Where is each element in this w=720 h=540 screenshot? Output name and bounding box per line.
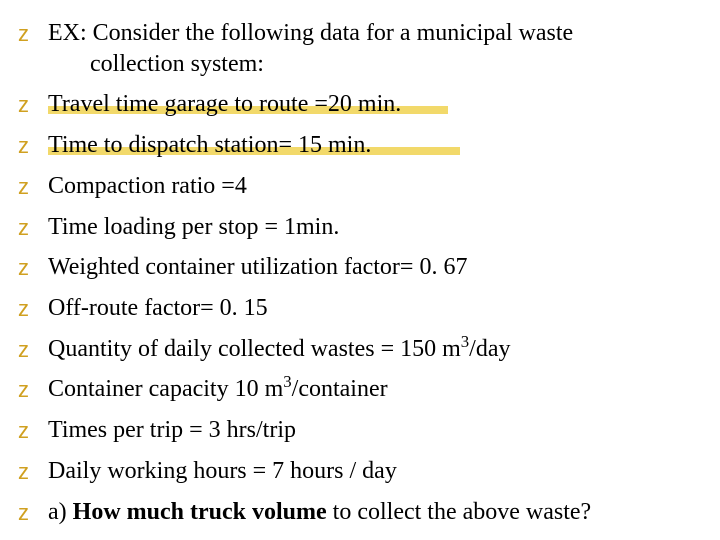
list-item: zQuantity of daily collected wastes = 15…: [18, 334, 692, 365]
bullet-glyph: z: [18, 171, 48, 201]
item-text-inner: Time loading per stop = 1min.: [48, 212, 339, 243]
item-text: Travel time garage to route =20 min.: [48, 89, 401, 120]
item-text: Weighted container utilization factor= 0…: [48, 252, 467, 283]
bullet-glyph: z: [18, 89, 48, 119]
bullet-glyph: z: [18, 415, 48, 445]
bullet-glyph: z: [18, 293, 48, 323]
bullet-glyph: z: [18, 130, 48, 160]
list-item: za) How much truck volume to collect the…: [18, 497, 692, 528]
item-text-inner: Container capacity 10 m3/container: [48, 374, 388, 405]
list-item: zContainer capacity 10 m3/container: [18, 374, 692, 405]
item-text-inner: Weighted container utilization factor= 0…: [48, 252, 467, 283]
bullet-glyph: z: [18, 497, 48, 527]
item-text-inner: EX: Consider the following data for a mu…: [48, 18, 573, 79]
list-item: zTime to dispatch station= 15 min.: [18, 130, 692, 161]
item-text-inner: Off-route factor= 0. 15: [48, 293, 268, 324]
item-text: EX: Consider the following data for a mu…: [48, 18, 573, 79]
item-text-inner: Quantity of daily collected wastes = 150…: [48, 334, 511, 365]
item-text-inner: Daily working hours = 7 hours / day: [48, 456, 397, 487]
item-text-inner: a) How much truck volume to collect the …: [48, 497, 591, 528]
bullet-glyph: z: [18, 252, 48, 282]
list-item: zEX: Consider the following data for a m…: [18, 18, 692, 79]
list-item: zCompaction ratio =4: [18, 171, 692, 202]
bullet-glyph: z: [18, 334, 48, 364]
bullet-list: zEX: Consider the following data for a m…: [18, 18, 692, 537]
bullet-glyph: z: [18, 18, 48, 48]
list-item: zTravel time garage to route =20 min.: [18, 89, 692, 120]
item-text: Daily working hours = 7 hours / day: [48, 456, 397, 487]
item-text-inner: Compaction ratio =4: [48, 171, 247, 202]
bullet-glyph: z: [18, 212, 48, 242]
list-item: zTime loading per stop = 1min.: [18, 212, 692, 243]
bullet-glyph: z: [18, 374, 48, 404]
item-text: Compaction ratio =4: [48, 171, 247, 202]
item-text-inner: Time to dispatch station= 15 min.: [48, 130, 371, 161]
bullet-glyph: z: [18, 456, 48, 486]
item-text: Time to dispatch station= 15 min.: [48, 130, 371, 161]
list-item: zTimes per trip = 3 hrs/trip: [18, 415, 692, 446]
item-text: Quantity of daily collected wastes = 150…: [48, 334, 511, 365]
item-text-inner: Travel time garage to route =20 min.: [48, 89, 401, 120]
list-item: zDaily working hours = 7 hours / day: [18, 456, 692, 487]
item-text-inner: Times per trip = 3 hrs/trip: [48, 415, 296, 446]
item-text: Times per trip = 3 hrs/trip: [48, 415, 296, 446]
list-item: zOff-route factor= 0. 15: [18, 293, 692, 324]
item-text: a) How much truck volume to collect the …: [48, 497, 591, 528]
item-text: Container capacity 10 m3/container: [48, 374, 388, 405]
item-text: Time loading per stop = 1min.: [48, 212, 339, 243]
item-text: Off-route factor= 0. 15: [48, 293, 268, 324]
list-item: zWeighted container utilization factor= …: [18, 252, 692, 283]
